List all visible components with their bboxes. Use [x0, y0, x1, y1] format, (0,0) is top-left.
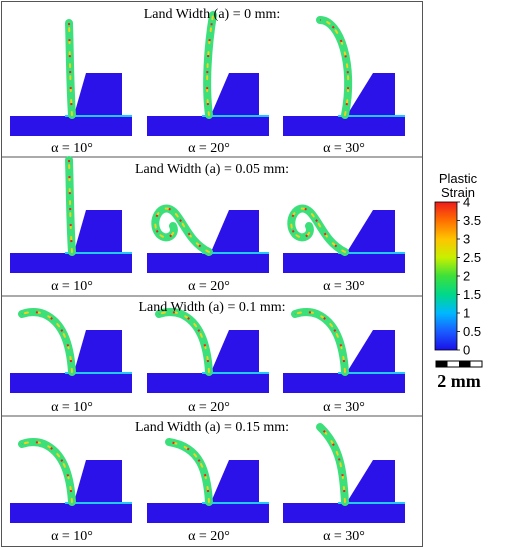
scale-bar	[435, 360, 483, 368]
case-label: α = 30°	[323, 529, 365, 544]
chip-strain-highlight	[319, 426, 346, 503]
cutting-tool	[347, 460, 395, 502]
colorbar-tick-label: 1.5	[463, 287, 481, 302]
chip	[316, 16, 353, 119]
panel-title: Land Width (a) = 0.1 mm:	[138, 300, 285, 315]
chip-strain-highlight	[158, 311, 210, 373]
case-label: α = 30°	[323, 400, 365, 415]
workpiece	[283, 503, 405, 523]
colorbar-tick-label: 1	[463, 306, 470, 321]
cutting-tool	[211, 330, 259, 372]
simulation-cell	[147, 308, 269, 393]
case-label: α = 30°	[323, 141, 365, 156]
case-label: α = 10°	[51, 141, 93, 156]
simulation-cell	[283, 16, 405, 136]
workpiece	[147, 253, 269, 273]
panel-title: Land Width (a) = 0.05 mm:	[135, 162, 289, 177]
chip	[287, 204, 349, 256]
workpiece	[10, 503, 132, 523]
chip	[65, 156, 76, 256]
colorbar-tick-label: 0.5	[463, 324, 481, 339]
simulation-cell	[283, 308, 405, 393]
cutting-tool	[347, 330, 395, 372]
chip	[291, 308, 349, 376]
panel-title: Land Width (a) = 0 mm:	[144, 7, 281, 22]
workpiece	[10, 373, 132, 393]
cutting-tool	[347, 210, 395, 252]
chip-strain-highlight	[294, 311, 346, 373]
simulation-cell	[147, 11, 269, 136]
chip-strain-highlight	[21, 441, 73, 503]
chip	[18, 308, 76, 376]
simulation-cell	[10, 19, 132, 136]
simulation-cell	[283, 423, 405, 523]
case-label: α = 10°	[51, 279, 93, 294]
case-label: α = 10°	[51, 529, 93, 544]
chip	[65, 19, 76, 119]
chip-strain-highlight	[154, 207, 210, 253]
cutting-tool	[74, 460, 122, 502]
case-label: α = 20°	[188, 279, 230, 294]
workpiece	[283, 116, 405, 136]
chip-strain-peak	[154, 207, 210, 253]
workpiece	[283, 373, 405, 393]
case-label: α = 20°	[188, 529, 230, 544]
simulation-cell	[10, 156, 132, 273]
colorbar-tick-label: 2	[463, 269, 470, 284]
chip-strain-peak	[206, 14, 214, 116]
colorbar: 4 3.5 3 2.5 2 1.5 1 0.5 0	[434, 195, 481, 358]
colorbar-title: Strain	[441, 185, 475, 200]
cutting-tool	[74, 73, 122, 115]
cutting-tool	[211, 210, 259, 252]
panel-title: Land Width (a) = 0.15 mm:	[135, 420, 289, 435]
workpiece	[10, 253, 132, 273]
chip	[155, 308, 213, 376]
chip-strain-highlight	[206, 14, 214, 116]
chip-strain-highlight	[319, 19, 350, 116]
chip-strain-highlight	[290, 207, 346, 253]
colorbar-tick-label: 3.5	[463, 213, 481, 228]
scale-bar-label: 2 mm	[437, 371, 481, 391]
colorbar-tick-label: 2.5	[463, 250, 481, 265]
panels-group	[10, 11, 405, 523]
colorbar-bar	[434, 201, 458, 351]
chip-strain-peak	[290, 207, 346, 253]
cutting-tool	[211, 73, 259, 115]
case-label: α = 20°	[188, 400, 230, 415]
chip-strain-highlight	[21, 311, 73, 373]
cutting-tool	[211, 460, 259, 502]
case-label: α = 20°	[188, 141, 230, 156]
cutting-tool	[347, 73, 395, 115]
chip	[151, 204, 213, 256]
simulation-cell	[283, 204, 405, 273]
colorbar-title: Plastic	[439, 171, 478, 186]
simulation-cell	[147, 438, 269, 523]
simulation-cell	[10, 308, 132, 393]
workpiece	[147, 116, 269, 136]
colorbar-tick-label: 3	[463, 232, 470, 247]
workpiece	[147, 503, 269, 523]
simulation-cell	[147, 204, 269, 273]
case-label: α = 10°	[51, 400, 93, 415]
chip	[18, 438, 76, 506]
workpiece	[147, 373, 269, 393]
figure-frame	[1, 1, 423, 547]
colorbar-tick-label: 4	[463, 195, 470, 210]
workpiece	[10, 116, 132, 136]
cutting-tool	[74, 210, 122, 252]
case-label: α = 30°	[323, 279, 365, 294]
simulation-cell	[10, 438, 132, 523]
cutting-tool	[74, 330, 122, 372]
colorbar-tick-label: 0	[463, 343, 470, 358]
chip	[165, 438, 213, 506]
workpiece	[283, 253, 405, 273]
